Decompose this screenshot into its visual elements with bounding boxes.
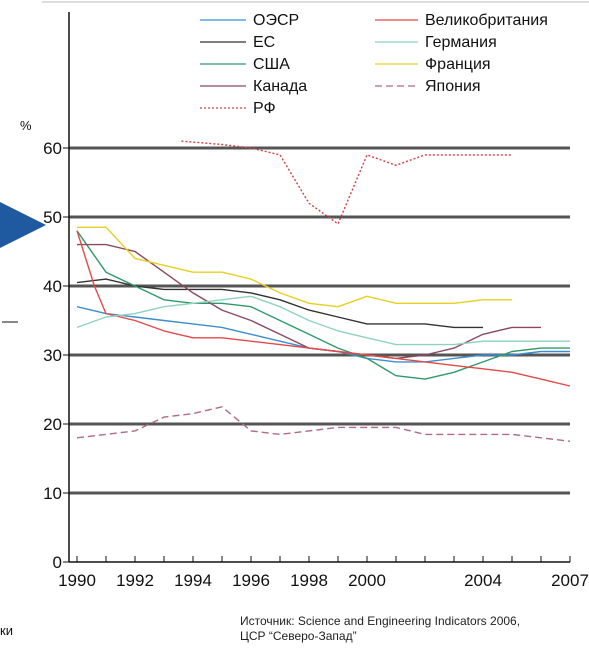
- y-axis-label: %: [20, 118, 32, 133]
- series-line-7: [76, 295, 570, 346]
- x-tick-label: 1994: [174, 571, 212, 590]
- side-text-fragment: ки: [0, 623, 13, 638]
- legend-label: ОЭСР: [253, 12, 299, 29]
- y-tick-label: 20: [43, 415, 62, 434]
- y-tick-label: 40: [43, 277, 62, 296]
- legend-label: Германия: [425, 34, 497, 51]
- x-tick-label: 2004: [464, 571, 502, 590]
- x-tick-label: 2007: [551, 571, 589, 590]
- legend-label: Франция: [425, 56, 491, 73]
- series-line-5: [181, 140, 512, 225]
- legend-label: РФ: [253, 100, 276, 117]
- series-line-6: [76, 230, 571, 387]
- y-tick-label: 0: [53, 553, 62, 572]
- x-tick-label: 1992: [116, 571, 154, 590]
- pointer-arrow: [0, 202, 46, 248]
- series-line-8: [77, 226, 512, 308]
- legend-label: ЕС: [253, 34, 275, 51]
- legend-label: Великобритания: [425, 12, 548, 29]
- source-line-2: ЦСР “Северо-Запад”: [240, 629, 357, 643]
- y-tick-label: 30: [43, 346, 62, 365]
- legend-label: США: [253, 56, 290, 73]
- x-tick-label: 2000: [348, 571, 386, 590]
- series-line-2: [76, 278, 483, 329]
- x-tick-label: 1996: [232, 571, 270, 590]
- legend-label: Япония: [425, 78, 481, 95]
- y-tick-label: 60: [43, 139, 62, 158]
- source-line-1: Источник: Science and Engineering Indica…: [240, 614, 521, 628]
- x-tick-label: 1990: [58, 571, 96, 590]
- series-line-3: [76, 230, 570, 380]
- y-tick-label: 10: [43, 484, 62, 503]
- legend-label: Канада: [253, 78, 307, 95]
- y-tick-label: 50: [43, 208, 62, 227]
- x-tick-label: 1998: [290, 571, 328, 590]
